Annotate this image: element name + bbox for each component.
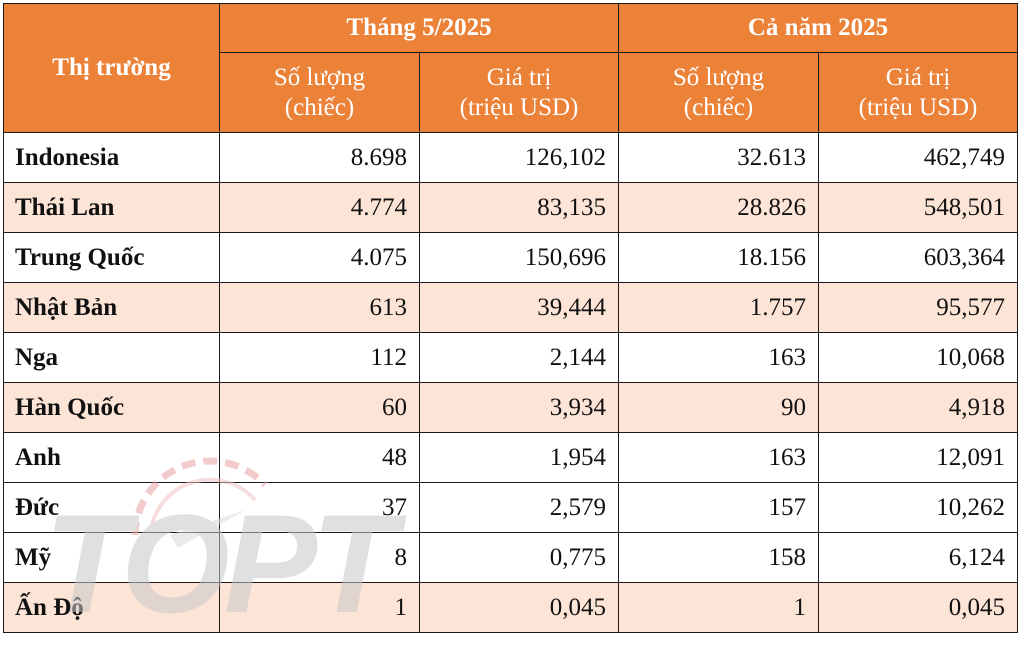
market-name: Ấn Độ [3, 582, 220, 633]
month-quantity: 112 [219, 332, 420, 383]
table-row: Indonesia 8.698 126,102 32.613 462,749 [3, 132, 1019, 183]
year-value: 6,124 [817, 532, 1019, 583]
market-name: Hàn Quốc [3, 382, 220, 433]
month-value: 1,954 [419, 432, 619, 483]
month-quantity: 4.774 [219, 182, 420, 233]
header-quantity-unit: (chiếc) [284, 93, 355, 121]
year-value: 4,918 [817, 382, 1019, 433]
header-year-value: Giá trị (triệu USD) [817, 52, 1019, 133]
header-value-label: Giá trị [885, 63, 951, 91]
month-value: 0,775 [419, 532, 619, 583]
year-value: 0,045 [817, 582, 1019, 633]
year-value: 462,749 [817, 132, 1019, 183]
header-quantity-label: Số lượng [672, 63, 765, 91]
month-quantity: 37 [219, 482, 420, 533]
table-row: Nga 112 2,144 163 10,068 [3, 332, 1019, 383]
table-row: Hàn Quốc 60 3,934 90 4,918 [3, 382, 1019, 433]
month-value: 0,045 [419, 582, 619, 633]
year-quantity: 157 [618, 482, 819, 533]
year-value: 10,262 [817, 482, 1019, 533]
month-value: 2,579 [419, 482, 619, 533]
market-name: Trung Quốc [3, 232, 220, 283]
year-quantity: 158 [618, 532, 819, 583]
month-value: 3,934 [419, 382, 619, 433]
year-quantity: 163 [618, 432, 819, 483]
market-name: Đức [3, 482, 220, 533]
header-group-month: Tháng 5/2025 [219, 3, 619, 53]
table-row: Trung Quốc 4.075 150,696 18.156 603,364 [3, 232, 1019, 283]
month-value: 126,102 [419, 132, 619, 183]
table-row: Nhật Bản 613 39,444 1.757 95,577 [3, 282, 1019, 333]
header-group-year: Cả năm 2025 [617, 3, 1019, 53]
market-table: Thị trường Tháng 5/2025 Cả năm 2025 Số l… [3, 3, 1019, 633]
market-name: Nhật Bản [3, 282, 220, 333]
header-value-unit: (triệu USD) [858, 93, 978, 121]
month-value: 2,144 [419, 332, 619, 383]
market-name: Nga [3, 332, 220, 383]
year-quantity: 1.757 [618, 282, 819, 333]
header-value-label: Giá trị [486, 63, 552, 91]
year-value: 10,068 [817, 332, 1019, 383]
table-row: Anh 48 1,954 163 12,091 [3, 432, 1019, 483]
table-row: Đức 37 2,579 157 10,262 [3, 482, 1019, 533]
year-value: 548,501 [817, 182, 1019, 233]
year-quantity: 18.156 [618, 232, 819, 283]
month-quantity: 8 [219, 532, 420, 583]
month-quantity: 1 [219, 582, 420, 633]
month-value: 150,696 [419, 232, 619, 283]
year-value: 603,364 [817, 232, 1019, 283]
header-month-quantity: Số lượng (chiếc) [219, 52, 420, 133]
month-quantity: 4.075 [219, 232, 420, 283]
year-quantity: 1 [618, 582, 819, 633]
header-market: Thị trường [3, 3, 220, 133]
header-quantity-unit: (chiếc) [683, 93, 754, 121]
month-quantity: 8.698 [219, 132, 420, 183]
header-year-quantity: Số lượng (chiếc) [618, 52, 819, 133]
header-month-value: Giá trị (triệu USD) [419, 52, 619, 133]
header-quantity-label: Số lượng [273, 63, 366, 91]
year-quantity: 90 [618, 382, 819, 433]
market-name: Indonesia [3, 132, 220, 183]
month-quantity: 48 [219, 432, 420, 483]
year-quantity: 32.613 [618, 132, 819, 183]
market-name: Anh [3, 432, 220, 483]
year-value: 95,577 [817, 282, 1019, 333]
month-quantity: 613 [219, 282, 420, 333]
year-quantity: 163 [618, 332, 819, 383]
month-value: 83,135 [419, 182, 619, 233]
month-quantity: 60 [219, 382, 420, 433]
market-name: Mỹ [3, 532, 220, 583]
header-value-unit: (triệu USD) [459, 93, 579, 121]
market-name: Thái Lan [3, 182, 220, 233]
table-row: Thái Lan 4.774 83,135 28.826 548,501 [3, 182, 1019, 233]
year-quantity: 28.826 [618, 182, 819, 233]
year-value: 12,091 [817, 432, 1019, 483]
month-value: 39,444 [419, 282, 619, 333]
table-row: Ấn Độ 1 0,045 1 0,045 [3, 582, 1019, 633]
table-row: Mỹ 8 0,775 158 6,124 [3, 532, 1019, 583]
